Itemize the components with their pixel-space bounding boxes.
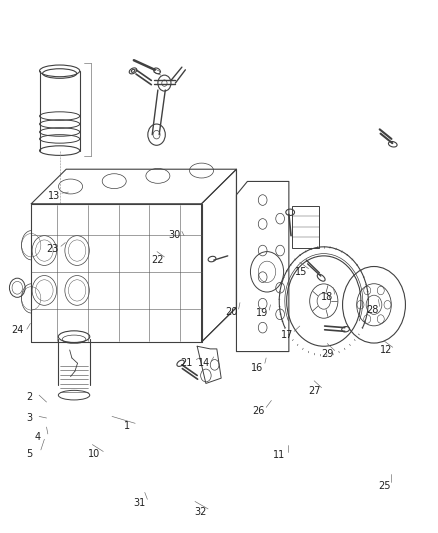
Text: 12: 12 (380, 345, 392, 356)
Text: 3: 3 (26, 413, 32, 423)
Text: 20: 20 (225, 306, 237, 317)
Text: 23: 23 (46, 245, 58, 254)
Text: 11: 11 (273, 450, 286, 460)
Text: 31: 31 (134, 498, 146, 508)
Text: 16: 16 (251, 362, 264, 373)
Text: 27: 27 (308, 386, 321, 397)
Text: 13: 13 (48, 191, 60, 201)
Text: 5: 5 (26, 449, 32, 458)
Text: 14: 14 (198, 358, 210, 368)
Text: 18: 18 (321, 292, 333, 302)
Text: 26: 26 (252, 406, 265, 416)
Text: 28: 28 (367, 305, 379, 315)
Text: 32: 32 (194, 507, 207, 517)
Text: 21: 21 (180, 358, 192, 368)
Text: 30: 30 (168, 230, 180, 240)
Text: 29: 29 (321, 349, 333, 359)
Text: 2: 2 (26, 392, 32, 402)
Bar (292, 206, 319, 248)
Text: 10: 10 (88, 449, 101, 458)
Text: 19: 19 (256, 308, 268, 318)
Text: 15: 15 (295, 267, 307, 277)
Text: 22: 22 (151, 255, 163, 265)
Text: 4: 4 (35, 432, 41, 442)
Text: 1: 1 (124, 421, 131, 431)
Text: 25: 25 (378, 481, 390, 490)
Text: 17: 17 (280, 329, 293, 340)
Text: 24: 24 (11, 325, 24, 335)
